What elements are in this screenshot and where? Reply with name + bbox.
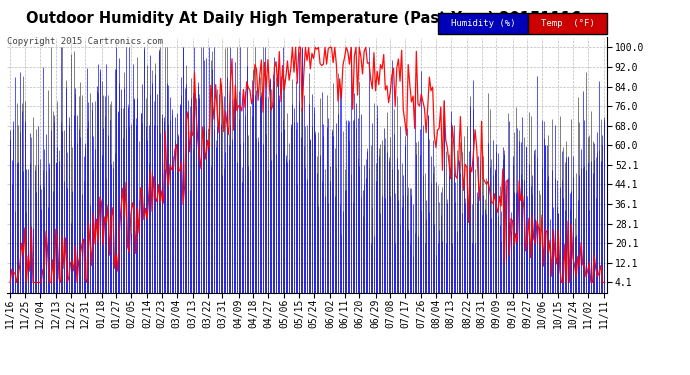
Text: Copyright 2015 Cartronics.com: Copyright 2015 Cartronics.com [7,38,163,46]
Text: Humidity (%): Humidity (%) [451,19,515,28]
Text: Outdoor Humidity At Daily High Temperature (Past Year) 20151116: Outdoor Humidity At Daily High Temperatu… [26,11,581,26]
Text: Temp  (°F): Temp (°F) [541,19,594,28]
